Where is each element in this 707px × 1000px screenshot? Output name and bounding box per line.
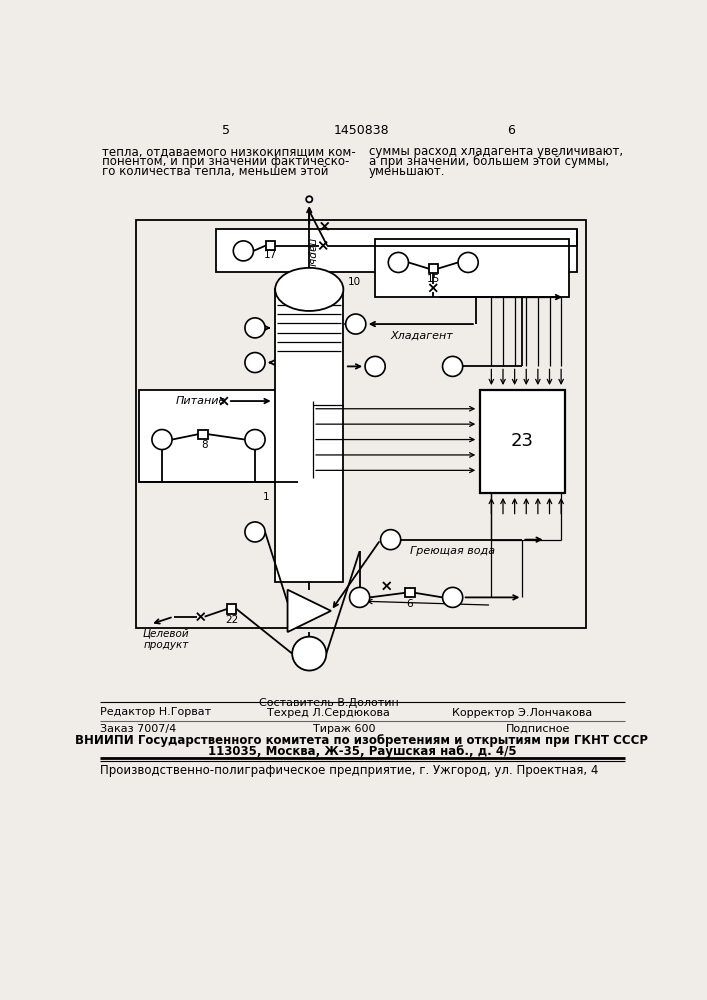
Text: Составитель В.Долотин: Составитель В.Долотин [259, 698, 399, 708]
Circle shape [458, 252, 478, 272]
Text: Корректор Э.Лончакова: Корректор Э.Лончакова [452, 708, 592, 718]
Circle shape [388, 252, 409, 272]
Text: 11: 11 [392, 257, 405, 267]
Text: 23: 23 [511, 432, 534, 450]
Text: 5: 5 [450, 592, 456, 602]
Text: суммы расход хладагента увеличивают,: суммы расход хладагента увеличивают, [369, 145, 623, 158]
Text: 113035, Москва, Ж-35, Раушская наб., д. 4/5: 113035, Москва, Ж-35, Раушская наб., д. … [208, 745, 516, 758]
Circle shape [346, 314, 366, 334]
Text: 1: 1 [262, 492, 269, 502]
Circle shape [245, 353, 265, 373]
Text: а при значении, большем этой суммы,: а при значении, большем этой суммы, [369, 155, 609, 168]
Text: 2: 2 [301, 606, 308, 616]
Text: ВНИИПИ Государственного комитета по изобретениям и открытиям при ГКНТ СССР: ВНИИПИ Государственного комитета по изоб… [76, 734, 648, 747]
Text: Техред Л.Сердюкова: Техред Л.Сердюкова [267, 708, 390, 718]
Circle shape [233, 241, 253, 261]
Text: 21: 21 [248, 527, 262, 537]
Circle shape [365, 356, 385, 376]
Bar [139, 389, 298, 482]
Circle shape [349, 587, 370, 607]
Text: пары НК: пары НК [307, 238, 317, 284]
Text: 1450838: 1450838 [334, 124, 390, 137]
Text: 4: 4 [356, 592, 363, 602]
Circle shape [306, 196, 312, 202]
Circle shape [245, 318, 265, 338]
Bar [266, 241, 275, 250]
Ellipse shape [275, 268, 344, 311]
Bar [428, 264, 438, 273]
Text: 7: 7 [158, 435, 165, 445]
Circle shape [245, 430, 265, 450]
Text: Питание: Питание [175, 396, 226, 406]
Text: 6: 6 [407, 599, 414, 609]
Bar [275, 289, 344, 582]
Text: 9: 9 [252, 435, 258, 445]
Circle shape [443, 587, 462, 607]
Text: 10: 10 [348, 277, 361, 287]
Bar [216, 229, 577, 272]
Text: уменьшают.: уменьшают. [369, 165, 445, 178]
Text: 8: 8 [201, 440, 208, 450]
Text: 20: 20 [248, 358, 262, 368]
Text: 13: 13 [446, 361, 460, 371]
Text: 22: 22 [225, 615, 238, 625]
Text: 14: 14 [462, 257, 474, 267]
Text: 15: 15 [426, 274, 440, 284]
Bar [405, 588, 414, 597]
Text: 12: 12 [368, 361, 382, 371]
Text: Подписное: Подписное [506, 724, 570, 734]
Text: Греющая вода: Греющая вода [410, 546, 495, 556]
Circle shape [152, 430, 172, 450]
Text: 18: 18 [248, 323, 262, 333]
Circle shape [245, 522, 265, 542]
Text: Хладагент: Хладагент [390, 331, 453, 341]
Bar [199, 430, 208, 439]
Text: 16: 16 [237, 246, 250, 256]
Text: Производственно-полиграфическое предприятие, г. Ужгород, ул. Проектная, 4: Производственно-полиграфическое предприя… [100, 764, 598, 777]
Text: Редактор Н.Горват: Редактор Н.Горват [100, 707, 211, 717]
Text: го количества тепла, меньшем этой: го количества тепла, меньшем этой [103, 165, 329, 178]
Text: 17: 17 [264, 250, 277, 260]
Text: 5: 5 [221, 124, 230, 137]
Text: 19: 19 [349, 319, 363, 329]
Bar [480, 389, 565, 493]
Text: Тираж 600: Тираж 600 [313, 724, 375, 734]
Circle shape [443, 356, 462, 376]
Bar [375, 239, 569, 297]
Circle shape [380, 530, 401, 550]
Text: 6: 6 [507, 124, 515, 137]
Text: тепла, отдаваемого низкокипящим ком-: тепла, отдаваемого низкокипящим ком- [103, 145, 356, 158]
Text: Заказ 7007/4: Заказ 7007/4 [100, 724, 176, 734]
Text: понентом, и при значении фактическо-: понентом, и при значении фактическо- [103, 155, 350, 168]
Bar [136, 220, 586, 628]
Text: 3: 3 [387, 535, 394, 545]
Text: Целевой
продукт: Целевой продукт [143, 628, 189, 650]
Circle shape [292, 637, 327, 671]
Polygon shape [288, 590, 331, 632]
Bar [227, 604, 236, 614]
